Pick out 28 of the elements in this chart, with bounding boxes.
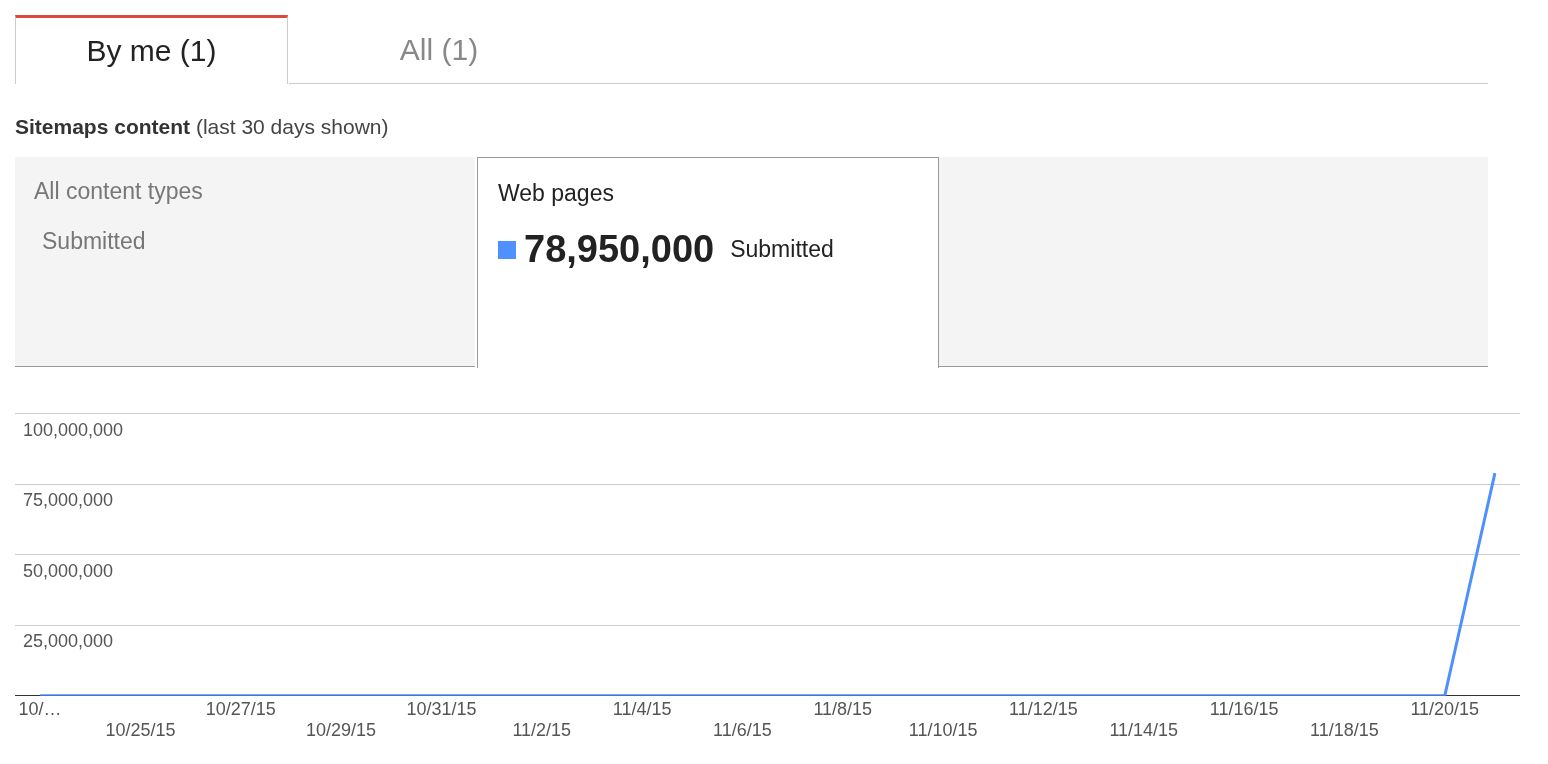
x-tick-label: 11/2/15 xyxy=(512,720,572,741)
text: All content types xyxy=(34,178,203,205)
y-tick-label: 50,000,000 xyxy=(23,560,114,581)
chart-subtitle: (last 30 days shown) xyxy=(195,115,389,138)
x-tick-label: 10/… xyxy=(18,698,62,719)
text: All (1) xyxy=(398,31,480,68)
x-tick-label: 11/6/15 xyxy=(713,720,772,741)
text: Submitted xyxy=(730,236,834,263)
x-tick-label: 10/25/15 xyxy=(105,720,176,741)
text: By me (1) xyxy=(15,15,288,84)
x-tick-label: 10/31/15 xyxy=(406,698,477,719)
text: 78,950,000 xyxy=(524,228,715,271)
x-tick-label: 11/18/15 xyxy=(1310,720,1379,741)
x-tick-label: 10/29/15 xyxy=(306,720,377,741)
y-tick-label: 25,000,000 xyxy=(23,631,114,652)
chart-title: Sitemaps content xyxy=(15,115,191,138)
y-tick-label: 75,000,000 xyxy=(23,490,114,511)
x-tick-label: 11/12/15 xyxy=(1009,698,1078,719)
x-tick-label: 11/16/15 xyxy=(1209,698,1279,719)
text: Submitted xyxy=(42,228,146,255)
y-tick-label: 100,000,000 xyxy=(23,419,124,440)
x-tick-label: 11/14/15 xyxy=(1109,720,1179,741)
x-tick-label: 11/8/15 xyxy=(813,698,873,719)
x-tick-label: 10/27/15 xyxy=(205,698,276,719)
x-tick-label: 11/4/15 xyxy=(612,698,672,719)
x-tick-label: 11/20/15 xyxy=(1410,698,1480,719)
x-tick-label: 11/10/15 xyxy=(908,720,978,741)
text: Web pages xyxy=(498,180,614,207)
